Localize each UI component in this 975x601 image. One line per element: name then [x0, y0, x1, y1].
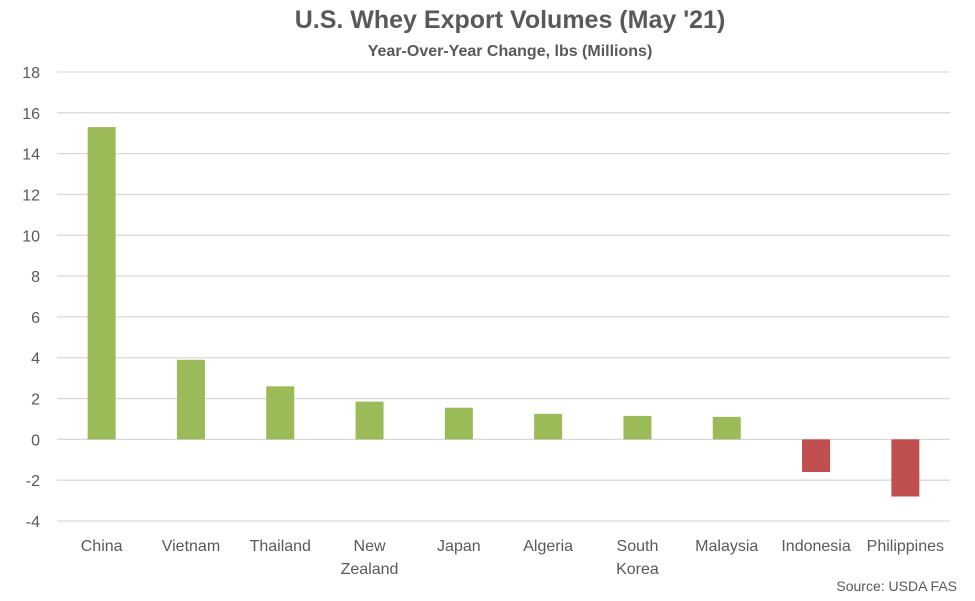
y-tick-label: 10 — [22, 228, 40, 245]
y-tick-label: 18 — [22, 65, 40, 82]
y-tick-label: 12 — [22, 187, 40, 204]
bar — [266, 386, 295, 440]
y-tick-label: -2 — [26, 473, 40, 490]
x-category-label: New Zealand — [341, 538, 399, 578]
gridlines — [57, 71, 950, 522]
x-category-label: Thailand — [250, 538, 311, 555]
bar — [444, 407, 473, 440]
y-axis-tick-labels: -4 -2 0 2 4 6 8 10 12 14 16 18 — [22, 65, 40, 531]
y-tick-label: -4 — [26, 514, 40, 531]
x-category-label: China — [81, 538, 123, 555]
x-category-label: Algeria — [523, 538, 573, 555]
x-axis-category-labels: China Vietnam Thailand New Zealand Japan Alger… — [81, 538, 944, 578]
chart-title: U.S. Whey Export Volumes (May '21) — [294, 6, 726, 34]
y-tick-label: 16 — [22, 106, 40, 123]
bar — [534, 413, 563, 440]
x-category-label: Indonesia — [781, 538, 850, 555]
x-category-label: Japan — [437, 538, 481, 555]
x-category-label: Vietnam — [162, 538, 220, 555]
y-tick-label: 8 — [31, 269, 40, 286]
x-category-label: Malaysia — [695, 538, 758, 555]
y-tick-label: 2 — [31, 392, 40, 409]
y-tick-label: 6 — [31, 310, 40, 327]
bars — [87, 127, 920, 497]
y-tick-label: 0 — [31, 432, 40, 449]
bar — [87, 127, 116, 440]
y-tick-label: 4 — [31, 351, 40, 368]
bar — [623, 415, 652, 440]
bar — [176, 359, 205, 440]
source-note: Source: USDA FAS — [836, 578, 957, 594]
x-category-label: Philippines — [867, 538, 944, 555]
bar — [712, 416, 741, 440]
chart-subtitle: Year-Over-Year Change, lbs (Millions) — [367, 43, 653, 60]
bar — [891, 439, 920, 497]
bar — [355, 401, 384, 440]
y-tick-label: 14 — [22, 147, 40, 164]
x-category-label: South Korea — [616, 538, 659, 578]
bar — [802, 439, 831, 473]
